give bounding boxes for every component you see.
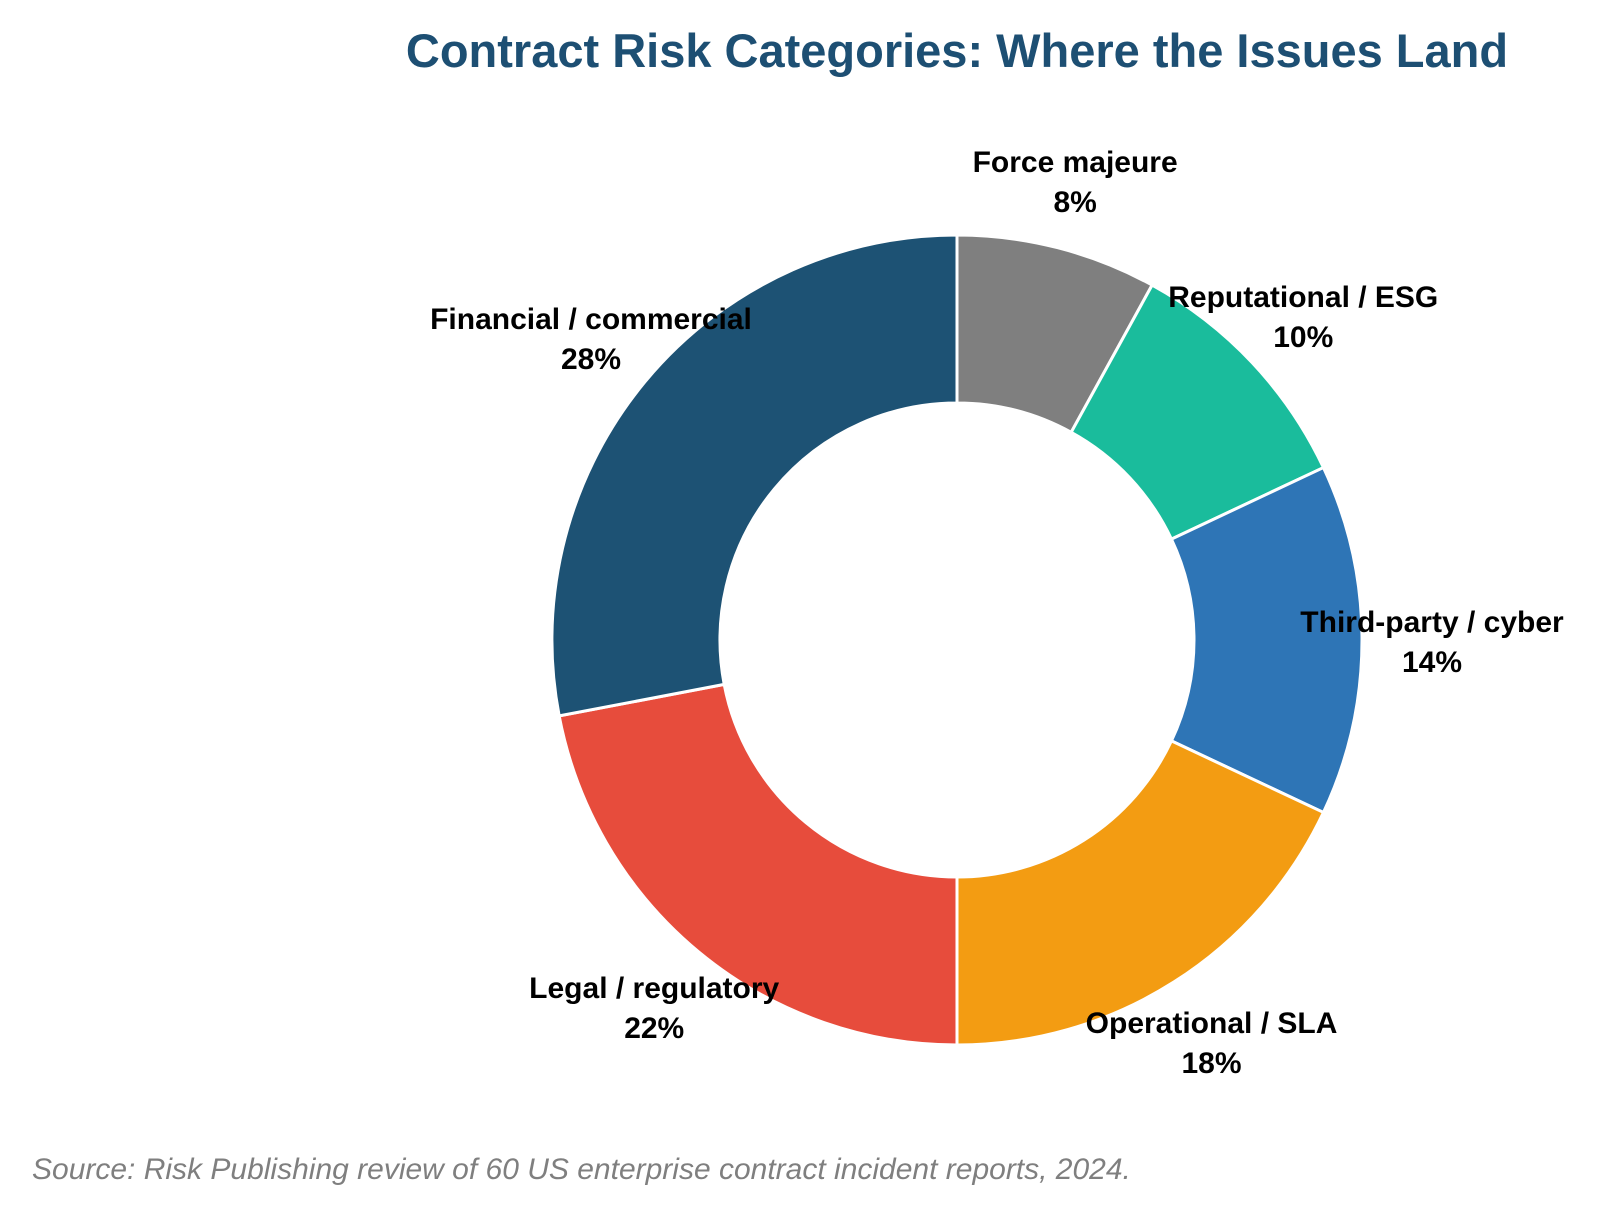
slice-label-financial-commercial: Financial / commercial 28% bbox=[430, 303, 752, 376]
slice-label-legal-regulatory: Legal / regulatory 22% bbox=[529, 972, 779, 1045]
slice-name-financial-commercial: Financial / commercial bbox=[430, 303, 752, 336]
source-note: Source: Risk Publishing review of 60 US … bbox=[32, 1153, 1131, 1186]
slice-value-third-party-cyber: 14% bbox=[1402, 646, 1462, 679]
slice-name-third-party-cyber: Third-party / cyber bbox=[1300, 606, 1564, 639]
slice-name-force-majeure: Force majeure bbox=[973, 146, 1178, 179]
slice-label-third-party-cyber: Third-party / cyber 14% bbox=[1300, 606, 1564, 679]
slice-operational-sla bbox=[955, 738, 1326, 1047]
slice-label-operational-sla: Operational / SLA 18% bbox=[1086, 1007, 1338, 1080]
slice-label-reputational-esg: Reputational / ESG 10% bbox=[1168, 281, 1438, 354]
slice-labels: Force majeure 8% Reputational / ESG 10% Thir… bbox=[430, 146, 1564, 1080]
slice-value-force-majeure: 8% bbox=[1053, 186, 1096, 219]
slice-third-party-cyber bbox=[1169, 465, 1364, 815]
slice-financial-commercial bbox=[550, 233, 959, 718]
donut-slices bbox=[550, 233, 1364, 1047]
chart-title: Contract Risk Categories: Where the Issu… bbox=[406, 24, 1508, 77]
slice-legal-regulatory bbox=[557, 682, 959, 1047]
slice-label-force-majeure: Force majeure 8% bbox=[973, 146, 1178, 219]
slice-value-operational-sla: 18% bbox=[1181, 1047, 1241, 1080]
slice-value-legal-regulatory: 22% bbox=[624, 1012, 684, 1045]
slice-value-financial-commercial: 28% bbox=[561, 343, 621, 376]
slice-name-legal-regulatory: Legal / regulatory bbox=[529, 972, 779, 1005]
slice-name-reputational-esg: Reputational / ESG bbox=[1168, 281, 1438, 314]
slice-value-reputational-esg: 10% bbox=[1273, 321, 1333, 354]
slice-name-operational-sla: Operational / SLA bbox=[1086, 1007, 1338, 1040]
